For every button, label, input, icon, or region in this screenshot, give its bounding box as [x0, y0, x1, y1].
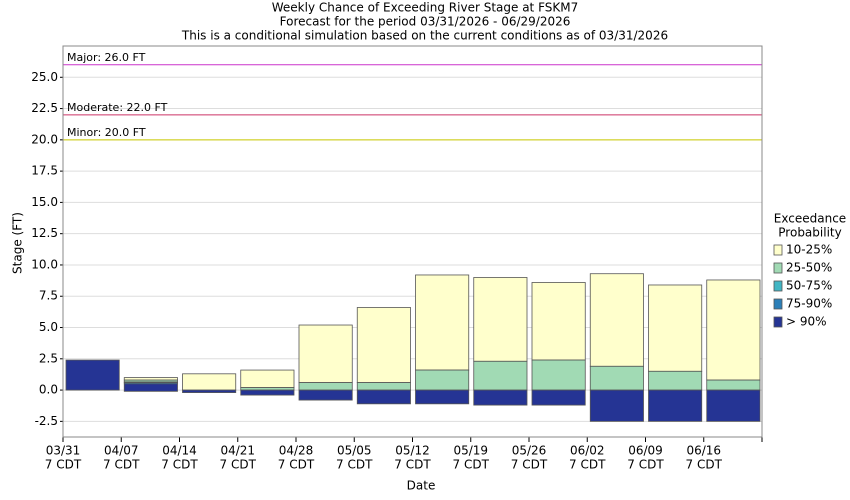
x-tick-label: 04/28 — [279, 444, 314, 458]
threshold-label: Major: 26.0 FT — [67, 51, 146, 64]
x-tick-label: 03/31 — [46, 444, 81, 458]
x-tick-label: 7 CDT — [103, 458, 140, 472]
legend-swatch — [773, 244, 783, 256]
x-tick-label: 7 CDT — [161, 458, 198, 472]
bar-segment — [182, 389, 237, 393]
bar-segment — [298, 389, 353, 401]
legend-label: 10-25% — [786, 243, 832, 257]
x-tick-label: 7 CDT — [336, 458, 373, 472]
legend-swatch — [773, 280, 783, 292]
x-tick-label: 7 CDT — [220, 458, 257, 472]
bar-segment — [415, 369, 470, 391]
legend-title: Exceedance — [774, 212, 846, 226]
bar-segment — [240, 369, 295, 388]
y-tick-label: 0.0 — [39, 383, 58, 397]
bar-segment — [473, 277, 528, 362]
x-tick-label: 06/09 — [628, 444, 663, 458]
plot-area — [63, 46, 762, 437]
bar-segment — [706, 279, 761, 381]
chart-subtitle: Forecast for the period 03/31/2026 - 06/… — [280, 15, 571, 29]
legend-label: 50-75% — [786, 279, 832, 293]
bar-segment — [65, 359, 120, 391]
legend-label: 25-50% — [786, 261, 832, 275]
x-tick-label: 7 CDT — [686, 458, 723, 472]
x-tick-label: 05/26 — [512, 444, 547, 458]
bar-segment — [648, 370, 703, 391]
bar-segment — [298, 382, 353, 391]
chart-subtitle: This is a conditional simulation based o… — [181, 29, 668, 43]
threshold-label: Moderate: 22.0 FT — [67, 101, 168, 114]
bar-segment — [589, 273, 644, 367]
bar-segment — [531, 282, 586, 361]
bar-segment — [706, 379, 761, 391]
bar-segment — [415, 389, 470, 405]
bar-segment — [648, 284, 703, 372]
bar-segment — [240, 389, 295, 396]
y-tick-label: 7.5 — [39, 289, 58, 303]
y-tick-label: -2.5 — [35, 414, 58, 428]
legend-swatch — [773, 298, 783, 310]
bar-segment — [589, 389, 644, 422]
x-tick-label: 7 CDT — [394, 458, 431, 472]
x-tick-label: 7 CDT — [627, 458, 664, 472]
x-tick-label: 04/14 — [162, 444, 197, 458]
y-tick-label: 10.0 — [31, 257, 58, 271]
bar-segment — [473, 360, 528, 391]
y-tick-label: 17.5 — [31, 164, 58, 178]
threshold-label: Minor: 20.0 FT — [67, 126, 146, 139]
legend-label: 75-90% — [786, 297, 832, 311]
legend-swatch — [773, 262, 783, 274]
x-tick-label: 05/12 — [395, 444, 430, 458]
bar-segment — [298, 324, 353, 383]
x-axis-label: Date — [407, 479, 436, 493]
bar-segment — [356, 389, 411, 405]
bar-segment — [648, 389, 703, 422]
bar-segment — [531, 359, 586, 391]
y-tick-label: 15.0 — [31, 195, 58, 209]
bar-segment — [706, 389, 761, 422]
y-tick-label: 22.5 — [31, 101, 58, 115]
bar-segment — [415, 274, 470, 371]
x-tick-label: 7 CDT — [278, 458, 315, 472]
x-tick-label: 05/19 — [453, 444, 488, 458]
y-tick-label: 20.0 — [31, 132, 58, 146]
x-tick-label: 05/05 — [337, 444, 372, 458]
bar-segment — [123, 383, 178, 392]
bar-segment — [356, 307, 411, 383]
y-axis-label: Stage (FT) — [11, 212, 25, 274]
x-tick-label: 06/02 — [570, 444, 605, 458]
x-tick-label: 04/21 — [220, 444, 255, 458]
x-tick-label: 7 CDT — [511, 458, 548, 472]
y-tick-label: 25.0 — [31, 70, 58, 84]
x-tick-label: 7 CDT — [453, 458, 490, 472]
x-tick-label: 04/07 — [104, 444, 139, 458]
x-tick-label: 06/16 — [686, 444, 721, 458]
plot-border — [62, 45, 763, 438]
legend-swatch — [773, 316, 783, 328]
legend-label: > 90% — [786, 315, 827, 329]
x-tick-label: 7 CDT — [45, 458, 82, 472]
bar-segment — [473, 389, 528, 406]
legend-title: Probability — [778, 226, 841, 240]
y-tick-label: 2.5 — [39, 351, 58, 365]
bar-segment — [182, 373, 237, 391]
y-tick-label: 12.5 — [31, 226, 58, 240]
bar-segment — [589, 365, 644, 391]
bar-segment — [356, 382, 411, 391]
chart-title: Weekly Chance of Exceeding River Stage a… — [272, 1, 579, 15]
y-tick-label: 5.0 — [39, 320, 58, 334]
x-tick-label: 7 CDT — [569, 458, 606, 472]
bar-segment — [531, 389, 586, 406]
